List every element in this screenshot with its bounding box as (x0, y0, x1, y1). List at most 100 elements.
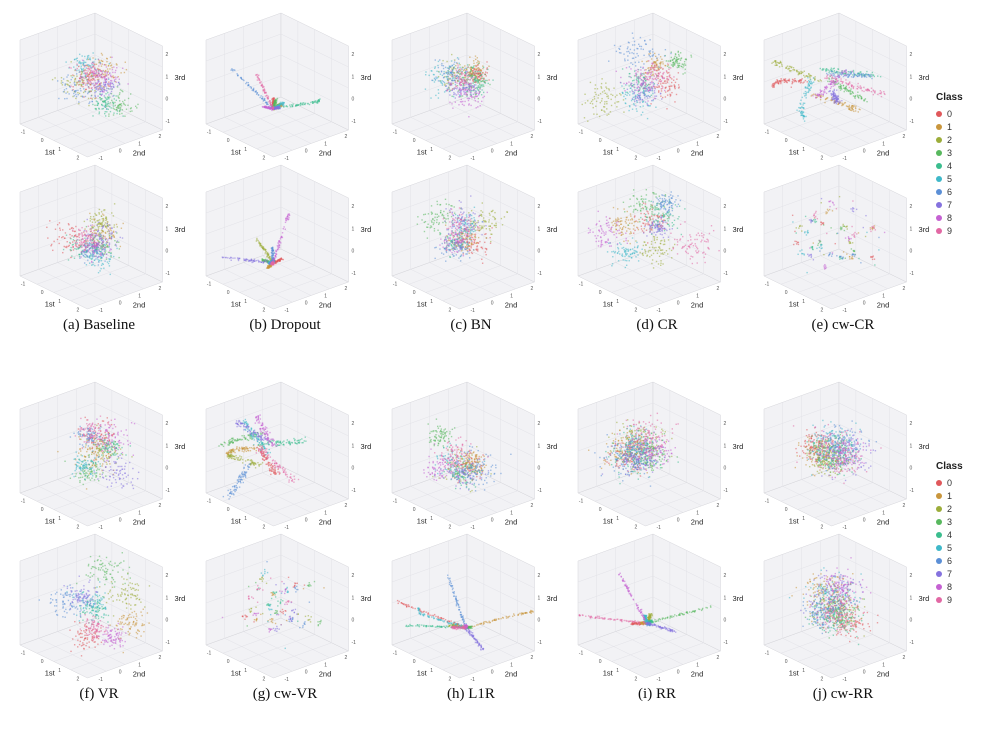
legend-swatch (936, 214, 942, 221)
legend-item: 7 (936, 198, 998, 211)
legend-item-label: 8 (947, 581, 953, 592)
legend-item-label: 0 (947, 477, 953, 488)
scatter3d-plot (378, 531, 564, 683)
legend-item-label: 4 (947, 160, 953, 171)
panel-caption: (h) L1R (447, 686, 495, 702)
legend-item: 2 (936, 502, 998, 515)
figure-row-group-1: (f) VR (g) cw-VR (h) L1R (i) RR (j) cw-RR Cla… (6, 379, 1006, 708)
scatter3d-plot (750, 379, 936, 531)
legend-item: 0 (936, 107, 998, 120)
legend-item-label: 6 (947, 555, 953, 566)
method-column: (c) BN (378, 10, 564, 339)
legend-item-label: 6 (947, 186, 953, 197)
legend-item-label: 4 (947, 529, 953, 540)
scatter3d-plot (378, 10, 564, 162)
legend-item: 5 (936, 172, 998, 185)
legend-swatch (936, 110, 942, 117)
class-legend: Class 0 1 2 3 4 5 6 7 8 9 (936, 10, 998, 237)
legend-item-label: 7 (947, 199, 953, 210)
legend-item: 5 (936, 541, 998, 554)
legend-item: 7 (936, 567, 998, 580)
legend-item: 3 (936, 146, 998, 159)
legend-swatch (936, 518, 942, 525)
scatter3d-plot (564, 162, 750, 314)
legend-item: 1 (936, 489, 998, 502)
method-column: (a) Baseline (6, 10, 192, 339)
method-column: (j) cw-RR (750, 379, 936, 708)
scatter3d-plot (6, 10, 192, 162)
legend-swatch (936, 596, 942, 603)
scatter3d-plot (192, 10, 378, 162)
legend-item-label: 5 (947, 173, 953, 184)
legend-item-label: 5 (947, 542, 953, 553)
scatter3d-plot (564, 379, 750, 531)
panel-caption: (f) VR (79, 686, 119, 702)
panel-caption: (g) cw-VR (252, 686, 318, 702)
legend-swatch (936, 136, 942, 143)
legend-item-label: 9 (947, 225, 953, 236)
legend-item-label: 3 (947, 147, 953, 158)
legend-swatch (936, 201, 942, 208)
legend-swatch (936, 188, 942, 195)
legend-swatch (936, 531, 942, 538)
legend-item-label: 2 (947, 503, 953, 514)
legend-item: 3 (936, 515, 998, 528)
panel-caption: (a) Baseline (62, 317, 136, 333)
legend-swatch (936, 162, 942, 169)
scatter3d-plot (6, 379, 192, 531)
legend-swatch (936, 175, 942, 182)
legend-swatch (936, 570, 942, 577)
scatter3d-plot (6, 531, 192, 683)
legend-item-label: 2 (947, 134, 953, 145)
legend-item-label: 3 (947, 516, 953, 527)
legend-item: 1 (936, 120, 998, 133)
panel-caption: (d) CR (636, 317, 678, 333)
legend-title: Class (936, 461, 963, 472)
legend-item: 0 (936, 476, 998, 489)
method-column: (f) VR (6, 379, 192, 708)
panel-caption: (e) cw-CR (811, 317, 875, 333)
plot-grid: (f) VR (g) cw-VR (h) L1R (i) RR (j) cw-RR (6, 379, 936, 708)
legend-item: 4 (936, 528, 998, 541)
scatter3d-plot (192, 162, 378, 314)
method-column: (e) cw-CR (750, 10, 936, 339)
scatter3d-plot (564, 10, 750, 162)
method-column: (h) L1R (378, 379, 564, 708)
scatter3d-plot (564, 531, 750, 683)
method-column: (g) cw-VR (192, 379, 378, 708)
scatter3d-plot (6, 162, 192, 314)
scatter3d-plot (192, 379, 378, 531)
panel-caption: (b) Dropout (249, 317, 321, 333)
legend-swatch (936, 492, 942, 499)
method-column: (b) Dropout (192, 10, 378, 339)
figure-row-group-0: (a) Baseline (b) Dropout (c) BN (d) CR (e) c… (6, 10, 1006, 339)
legend-item-label: 7 (947, 568, 953, 579)
legend-swatch (936, 544, 942, 551)
scatter3d-plot (378, 162, 564, 314)
legend-swatch (936, 227, 942, 234)
legend-item-label: 0 (947, 108, 953, 119)
method-column: (d) CR (564, 10, 750, 339)
legend-item: 4 (936, 159, 998, 172)
scatter3d-plot (750, 10, 936, 162)
legend-item: 8 (936, 211, 998, 224)
legend-swatch (936, 479, 942, 486)
legend-item: 6 (936, 554, 998, 567)
panel-caption: (i) RR (638, 686, 676, 702)
figure-3d-scatter-grid: (a) Baseline (b) Dropout (c) BN (d) CR (e) c… (6, 10, 1006, 708)
legend-swatch (936, 505, 942, 512)
legend-item: 9 (936, 224, 998, 237)
method-column: (i) RR (564, 379, 750, 708)
class-legend: Class 0 1 2 3 4 5 6 7 8 9 (936, 379, 998, 606)
legend-item: 2 (936, 133, 998, 146)
legend-swatch (936, 149, 942, 156)
legend-item-label: 1 (947, 490, 953, 501)
scatter3d-plot (750, 162, 936, 314)
legend-item: 8 (936, 580, 998, 593)
plot-grid: (a) Baseline (b) Dropout (c) BN (d) CR (e) c… (6, 10, 936, 339)
legend-item: 9 (936, 593, 998, 606)
legend-swatch (936, 583, 942, 590)
scatter3d-plot (378, 379, 564, 531)
legend-swatch (936, 557, 942, 564)
scatter3d-plot (192, 531, 378, 683)
